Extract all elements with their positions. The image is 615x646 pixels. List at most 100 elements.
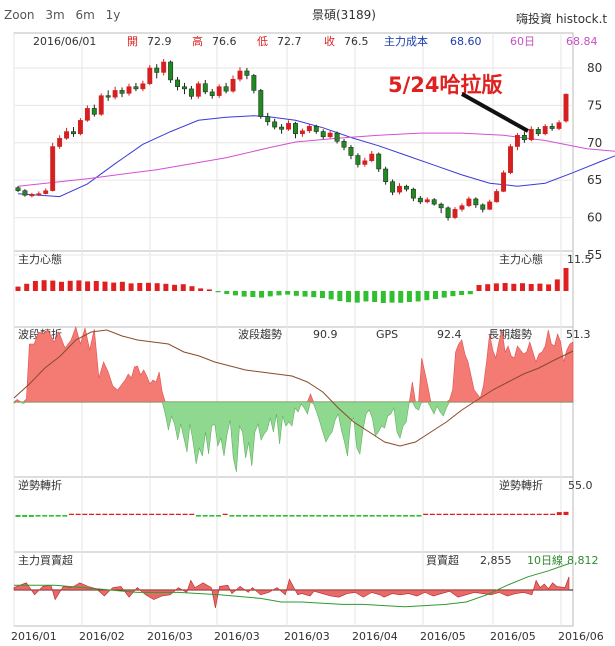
candle-51 [369,151,375,163]
zoom-1y-button[interactable]: 1y [105,8,121,22]
p4-bar-54 [376,515,382,517]
candle-0 [15,186,21,193]
p2-bar-52 [467,291,473,295]
candle-body-5 [50,146,56,191]
candle-body-11 [91,108,97,115]
candle-body-54 [390,181,396,193]
candle-body-25 [188,88,194,97]
candle-27 [202,79,208,95]
p2-bar-23 [215,291,221,293]
p2-bar-46 [415,291,421,302]
p2-bar-36 [328,291,334,300]
candle-body-60 [431,199,437,205]
candle-34 [251,73,257,94]
p4-bar-17 [129,513,135,515]
p2-bar-51 [459,291,465,295]
zoom-6m-button[interactable]: 6m [75,8,95,22]
candle-body-73 [521,135,527,141]
candle-6 [57,135,63,149]
panel5-value2: 8,812 [567,554,599,567]
candle-body-6 [57,138,63,147]
p2-bar-32 [293,291,299,296]
p4-bar-57 [396,515,402,517]
p2-bar-34 [311,291,317,298]
p4-bar-58 [403,515,409,517]
candle-body-7 [64,131,70,139]
candle-76 [542,124,548,136]
header-close-value: 76.5 [344,35,369,48]
p2-bar-6 [67,280,73,291]
p4-bar-32 [229,515,235,517]
candle-20 [154,64,160,79]
candle-body-76 [542,126,548,135]
x-tick-label-2: 2016/03 [147,630,193,643]
candle-body-18 [140,83,146,90]
candle-body-79 [563,93,569,122]
ma-blue-line [17,115,615,198]
candle-body-30 [223,86,229,92]
candle-46 [334,131,340,144]
candle-body-29 [216,86,222,96]
candle-18 [140,80,146,92]
x-tick-label-5: 2016/04 [352,630,398,643]
header-open-label: 開 [127,35,138,48]
p2-bar-21 [198,288,204,291]
candle-74 [528,126,534,142]
p4-bar-67 [463,513,469,515]
candle-body-9 [77,120,83,135]
candle-48 [348,145,354,160]
candle-body-23 [175,79,180,87]
candle-body-46 [334,132,340,142]
p2-bar-29 [267,291,273,297]
p2-bar-24 [224,291,230,294]
p2-bar-47 [424,291,430,301]
candle-55 [397,183,402,195]
candle-body-78 [556,122,562,129]
candle-body-49 [355,155,361,165]
candle-8 [71,127,76,137]
candle-78 [556,120,562,131]
p2-bar-54 [485,284,491,291]
candle-body-57 [410,188,416,199]
candle-70 [501,170,507,193]
p2-bar-42 [380,291,386,303]
ma-magenta-line [17,132,615,187]
candle-body-26 [195,83,201,97]
p4-bar-15 [115,513,121,515]
header-low-label: 低 [257,35,268,48]
zoom-3m-button[interactable]: 3m [45,8,65,22]
panel2-right-label: 主力心態 [499,252,543,266]
candle-24 [182,82,187,95]
candle-body-35 [258,90,264,117]
p2-bar-2 [32,281,38,291]
candle-7 [64,127,70,140]
candle-35 [258,88,264,119]
panel3-value3: 51.3 [566,328,591,341]
candle-body-38 [279,126,285,130]
panel2-title: 主力心態 [18,252,62,266]
p3-positive-area [13,326,574,403]
p2-bar-44 [398,291,404,303]
candle-body-15 [119,90,125,94]
candle-body-34 [251,75,257,91]
p4-bar-80 [550,513,556,515]
p2-bar-14 [137,283,143,291]
p2-bar-11 [111,282,117,291]
p2-bar-48 [433,291,439,299]
p2-bar-25 [232,291,238,296]
p4-bar-56 [389,515,395,517]
p2-bar-3 [41,280,47,291]
p2-bar-35 [319,291,325,298]
candle-19 [147,64,153,86]
candle-77 [549,123,555,131]
p4-bar-9 [75,513,81,515]
p4-bar-76 [523,513,529,515]
header-cost-label: 主力成本 [384,34,428,48]
p2-bar-59 [528,284,534,291]
p2-bar-0 [15,286,21,291]
p4-bar-53 [369,515,375,517]
p4-bar-68 [469,513,475,515]
candle-75 [535,127,541,137]
p3-negative-area [13,401,573,473]
